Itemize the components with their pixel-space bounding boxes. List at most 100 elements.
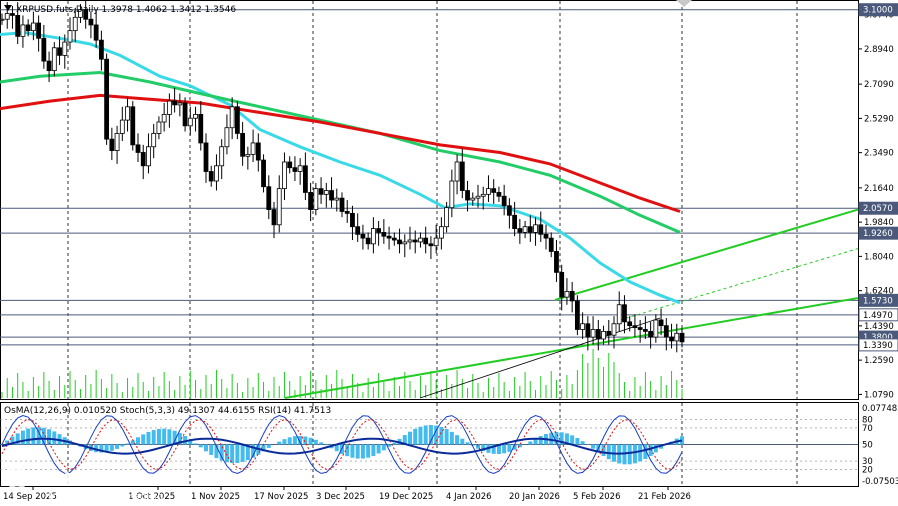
candle-body <box>4 13 10 20</box>
osma-bar <box>109 444 114 451</box>
candle-body <box>308 192 314 210</box>
osma-bar <box>476 444 480 449</box>
candle-body <box>391 237 397 241</box>
osma-bar <box>130 440 135 445</box>
indicator-level-label: 70 <box>862 424 873 434</box>
stoch-signal-line <box>1 419 683 470</box>
osma-bar <box>638 444 643 462</box>
candle-body <box>323 190 329 195</box>
osma-bar <box>298 435 303 445</box>
candle-body <box>527 226 533 233</box>
candle-body <box>62 41 68 56</box>
osma-bar <box>439 426 444 445</box>
osma-bar <box>156 428 161 445</box>
osma-bar <box>245 444 250 461</box>
osma-bar <box>564 433 569 445</box>
osma-bar <box>167 429 172 445</box>
osma-bar <box>680 436 684 445</box>
level-label: 1.3390 <box>863 341 893 351</box>
candle-body <box>161 113 167 123</box>
date-axis: 14 Sep 2025 1 Oct 2025 1 Nov 2025 17 Nov 20… <box>3 486 691 502</box>
trend-channel <box>284 208 859 399</box>
candle-body <box>282 161 287 190</box>
candle-body <box>172 100 178 106</box>
osma-bar <box>643 444 648 460</box>
price-tick-label: 2.1640 <box>864 184 894 194</box>
candle-body <box>344 211 350 214</box>
candle-body <box>512 214 518 229</box>
osma-bar <box>376 444 381 454</box>
osma-bar <box>251 444 256 458</box>
level-label: 1.9260 <box>863 229 893 239</box>
level-label-box <box>858 201 898 215</box>
osma-bar <box>26 428 31 445</box>
candle-body <box>585 323 591 338</box>
osma-bar <box>224 444 229 463</box>
osma-bar <box>162 428 167 445</box>
osma-bar <box>496 444 501 454</box>
osma-bar <box>355 444 360 459</box>
candle-body <box>590 329 596 338</box>
osma-bar <box>99 444 104 453</box>
candle-body <box>486 188 491 195</box>
osma-bar <box>303 436 308 445</box>
date-label: 14 Sep 2025 <box>3 492 57 502</box>
candle-body <box>642 329 648 332</box>
osma-bar <box>502 444 507 454</box>
date-label: 5 Feb 2026 <box>573 492 621 502</box>
osma-bar <box>198 444 203 448</box>
horizontal-levels <box>0 9 858 346</box>
date-label: 4 Jan 2026 <box>446 492 492 502</box>
osma-bar <box>481 444 486 452</box>
candle-body <box>177 102 183 106</box>
candle-body <box>276 188 282 226</box>
candle-body <box>381 232 387 237</box>
candle-body <box>611 323 617 336</box>
candle-body <box>564 291 570 298</box>
osma-bar <box>517 444 522 448</box>
osma-bar <box>292 436 297 445</box>
candle-body <box>98 39 104 60</box>
candle-body <box>360 233 366 239</box>
candle-body <box>146 146 151 167</box>
osma-bar <box>366 444 371 458</box>
scroll-marker-icon[interactable] <box>676 0 692 7</box>
candle-body <box>93 24 99 41</box>
candle-body <box>255 142 261 161</box>
osma-bar <box>282 439 287 445</box>
osma-bar <box>183 435 188 445</box>
indicator-level-label: 80 <box>862 416 873 426</box>
indicator-lines <box>0 414 858 475</box>
osma-bar <box>408 431 412 445</box>
candle-body <box>574 300 580 330</box>
osma-bar <box>10 436 15 445</box>
candle-body <box>130 106 136 146</box>
osma-bar <box>52 431 57 445</box>
candle-body <box>449 180 455 209</box>
candle-body <box>444 207 450 228</box>
candle-body <box>208 171 214 182</box>
candle-body <box>240 133 246 157</box>
candle-body <box>203 142 209 172</box>
candle-body <box>580 323 586 330</box>
candle-body <box>140 152 146 167</box>
candle-body <box>250 142 256 155</box>
level-label: 1.4970 <box>863 311 893 321</box>
candle-body <box>261 159 266 188</box>
candle-body <box>67 30 73 43</box>
osma-bar <box>460 438 465 445</box>
candle-body <box>25 24 31 32</box>
osma-bar <box>240 444 245 462</box>
candle-body <box>46 60 52 72</box>
candle-body <box>109 138 115 151</box>
candle-body <box>125 106 130 121</box>
candle-body <box>496 192 502 197</box>
osma-bar <box>125 443 130 445</box>
candle-body <box>616 304 622 325</box>
dropdown-arrow-icon[interactable] <box>4 5 12 11</box>
candle-body <box>234 106 240 134</box>
candle-body <box>569 291 575 302</box>
osma-bar <box>554 432 559 445</box>
candle-body <box>83 9 89 20</box>
